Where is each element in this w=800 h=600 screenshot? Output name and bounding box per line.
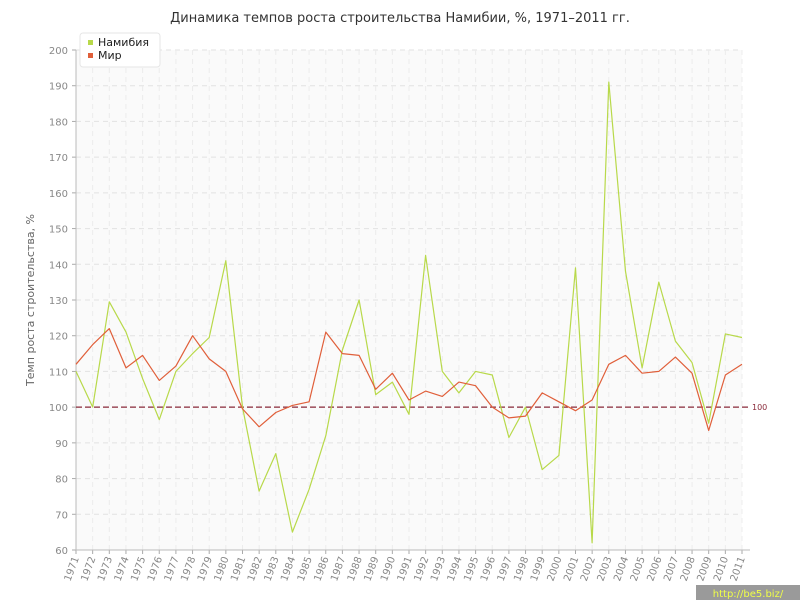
- y-tick-label: 200: [49, 46, 68, 57]
- legend-label: Намибия: [98, 36, 149, 49]
- watermark: http://be5.biz/: [696, 585, 800, 600]
- chart-title: Динамика темпов роста строительства Нами…: [170, 11, 630, 26]
- y-tick-label: 170: [49, 153, 68, 164]
- y-tick-label: 60: [55, 546, 68, 557]
- y-tick-label: 160: [49, 189, 68, 200]
- watermark-text[interactable]: http://be5.biz/: [713, 589, 784, 600]
- x-tick-label: 2011: [729, 555, 748, 583]
- reference-line-group: 100: [76, 403, 767, 412]
- legend-swatch: [88, 40, 93, 45]
- watermark-background: [696, 585, 800, 600]
- y-tick-label: 80: [55, 475, 68, 486]
- y-tick-label: 190: [49, 82, 68, 93]
- legend-label: Мир: [98, 49, 122, 62]
- y-tick-label: 70: [55, 510, 68, 521]
- y-tick-label: 120: [49, 332, 68, 343]
- y-tick-label: 90: [55, 439, 68, 450]
- y-tick-label: 130: [49, 296, 68, 307]
- y-axis-label: Темп роста строительства, %: [24, 214, 37, 387]
- series-line-namibia: [75, 81, 743, 544]
- legend-swatch: [88, 53, 93, 58]
- series-line-world: [75, 328, 743, 431]
- y-tick-label: 110: [49, 367, 68, 378]
- y-tick-label: 150: [49, 225, 68, 236]
- y-tick-label: 100: [49, 403, 68, 414]
- y-tick-label: 140: [49, 260, 68, 271]
- series-lines: [75, 81, 743, 544]
- y-tick-label: 180: [49, 117, 68, 128]
- reference-line-label: 100: [752, 403, 767, 412]
- grid: [75, 49, 743, 551]
- legend-box: [79, 32, 161, 68]
